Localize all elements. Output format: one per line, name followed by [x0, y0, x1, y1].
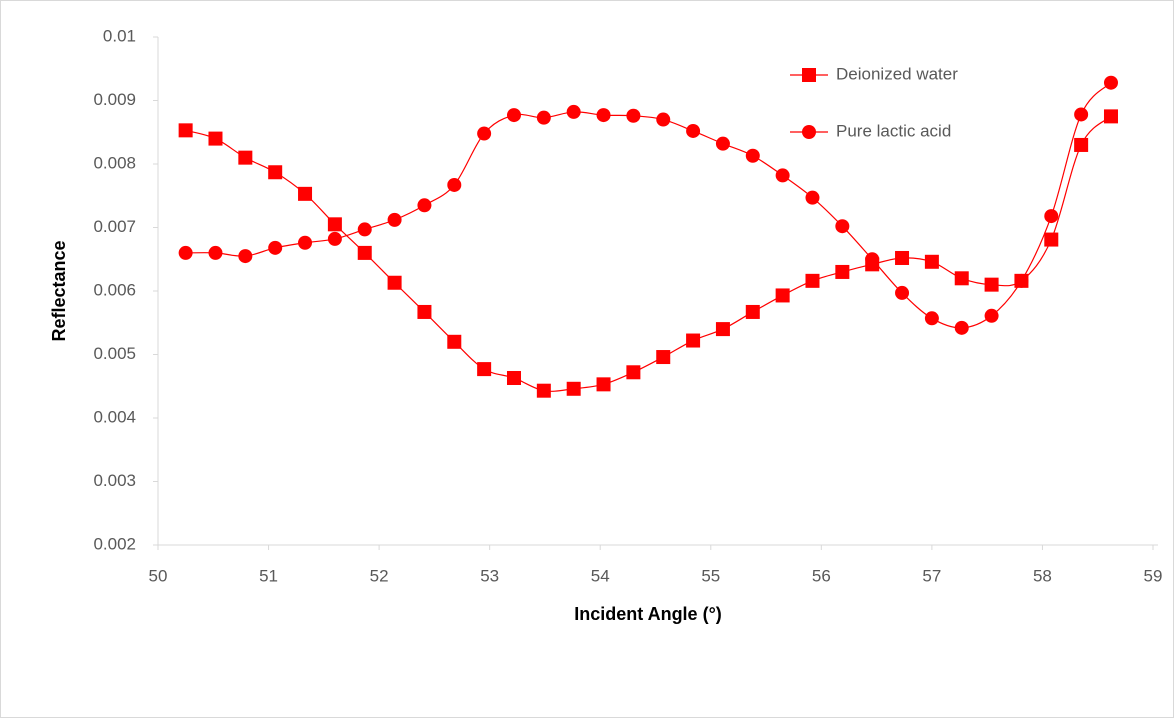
data-point — [327, 217, 342, 232]
data-point — [954, 320, 969, 335]
x-tick-label: 51 — [259, 566, 278, 585]
x-tick-label: 56 — [812, 566, 831, 585]
data-point — [805, 273, 820, 288]
data-point — [984, 308, 999, 323]
y-tick-label: 0.004 — [93, 407, 136, 426]
data-point — [745, 304, 760, 319]
data-point — [447, 334, 462, 349]
data-point — [686, 123, 701, 138]
data-point — [805, 190, 820, 205]
data-point — [715, 322, 730, 337]
y-tick-label: 0.006 — [93, 280, 136, 299]
x-tick-label: 58 — [1033, 566, 1052, 585]
data-point — [745, 148, 760, 163]
x-tick-label: 54 — [591, 566, 610, 585]
data-point — [626, 108, 641, 123]
data-point — [417, 304, 432, 319]
data-point — [596, 108, 611, 123]
y-axis-title: Reflectance — [49, 240, 69, 341]
data-point — [536, 110, 551, 125]
data-point — [1103, 75, 1118, 90]
data-point — [238, 150, 253, 165]
data-point — [596, 377, 611, 392]
data-point — [984, 277, 999, 292]
data-point — [954, 271, 969, 286]
data-point — [1014, 273, 1029, 288]
data-point — [268, 165, 283, 180]
y-tick-label: 0.01 — [103, 26, 136, 45]
data-point — [298, 186, 313, 201]
data-point — [357, 245, 372, 260]
y-tick-label: 0.007 — [93, 217, 136, 236]
data-point — [477, 126, 492, 141]
data-point — [536, 383, 551, 398]
data-point — [1074, 107, 1089, 122]
data-point — [298, 235, 313, 250]
data-point — [1044, 209, 1059, 224]
x-axis-title: Incident Angle (°) — [574, 604, 722, 624]
y-tick-label: 0.002 — [93, 534, 136, 553]
data-point — [506, 370, 521, 385]
data-point — [387, 275, 402, 290]
legend-label: Pure lactic acid — [836, 121, 951, 140]
x-tick-label: 57 — [922, 566, 941, 585]
data-point — [327, 231, 342, 246]
data-point — [208, 131, 223, 146]
data-point — [895, 285, 910, 300]
y-tick-label: 0.005 — [93, 344, 136, 363]
data-point — [178, 245, 193, 260]
data-point — [895, 250, 910, 265]
data-point — [1074, 137, 1089, 152]
data-point — [656, 350, 671, 365]
data-point — [387, 212, 402, 227]
data-point — [775, 168, 790, 183]
data-point — [566, 104, 581, 119]
data-point — [686, 333, 701, 348]
data-point — [626, 365, 641, 380]
y-tick-label: 0.003 — [93, 471, 136, 490]
legend-label: Deionized water — [836, 64, 958, 83]
y-tick-label: 0.009 — [93, 90, 136, 109]
x-tick-label: 53 — [480, 566, 499, 585]
legend-marker — [802, 125, 816, 139]
legend-marker — [802, 68, 816, 82]
data-point — [477, 362, 492, 377]
data-point — [1044, 232, 1059, 247]
x-tick-label: 59 — [1144, 566, 1163, 585]
data-point — [268, 240, 283, 255]
x-tick-label: 50 — [149, 566, 168, 585]
data-point — [208, 245, 223, 260]
data-point — [417, 198, 432, 213]
x-tick-label: 52 — [370, 566, 389, 585]
data-point — [178, 123, 193, 138]
data-point — [447, 177, 462, 192]
data-point — [835, 219, 850, 234]
data-point — [924, 254, 939, 269]
data-point — [656, 112, 671, 127]
data-point — [865, 252, 880, 267]
data-point — [924, 311, 939, 326]
data-point — [357, 222, 372, 237]
data-point — [238, 249, 253, 264]
data-point — [1103, 109, 1118, 124]
data-point — [715, 136, 730, 151]
y-tick-label: 0.008 — [93, 153, 136, 172]
data-point — [566, 381, 581, 396]
data-point — [835, 264, 850, 279]
data-point — [506, 108, 521, 123]
data-point — [775, 288, 790, 303]
x-tick-label: 55 — [701, 566, 720, 585]
